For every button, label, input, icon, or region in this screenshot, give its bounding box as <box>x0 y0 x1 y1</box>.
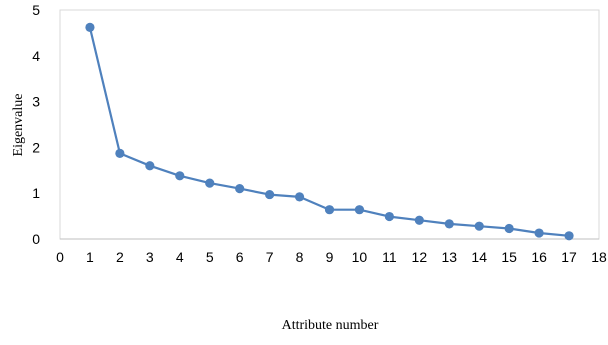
data-point <box>504 223 514 234</box>
y-tick-label: 1 <box>32 185 40 201</box>
plot-area-border <box>59 9 600 240</box>
data-point <box>235 184 245 194</box>
data-point <box>145 161 155 171</box>
series-line <box>88 27 570 237</box>
series-layer <box>85 22 574 241</box>
x-tick-label: 11 <box>382 249 397 265</box>
x-tick-label: 7 <box>266 249 274 265</box>
data-point <box>444 219 454 229</box>
x-tick-label: 8 <box>296 249 304 265</box>
y-tick-label: 3 <box>32 94 40 110</box>
x-tick-label: 16 <box>531 249 547 265</box>
x-tick-label: 13 <box>441 249 457 265</box>
x-tick-label: 2 <box>116 249 124 265</box>
x-axis-title: Attribute number <box>282 318 379 333</box>
data-point <box>384 211 394 222</box>
data-point <box>354 205 365 215</box>
x-tick-label: 1 <box>86 249 94 265</box>
x-tick-label: 0 <box>56 249 64 265</box>
data-point <box>474 221 484 231</box>
data-point <box>564 231 574 241</box>
data-point <box>85 22 95 33</box>
data-point <box>265 189 275 200</box>
data-point <box>205 178 215 188</box>
x-tick-label: 4 <box>176 249 184 265</box>
data-point <box>175 171 185 181</box>
y-tick-label: 5 <box>32 2 40 18</box>
x-tick-label: 15 <box>501 249 517 265</box>
x-tick-label: 9 <box>326 249 334 265</box>
y-tick-label: 0 <box>32 231 40 247</box>
data-point <box>294 192 305 202</box>
x-tick-label: 18 <box>591 249 607 265</box>
x-tick-label: 5 <box>206 249 214 265</box>
x-tick-label: 6 <box>236 249 244 265</box>
data-point <box>324 205 335 215</box>
y-axis-title: Eigenvalue <box>11 94 26 157</box>
x-tick-label: 17 <box>561 249 577 265</box>
x-tick-label: 3 <box>146 249 154 265</box>
y-tick-label: 4 <box>32 48 40 64</box>
x-tick-label: 12 <box>412 249 428 265</box>
x-tick-label: 10 <box>352 249 368 265</box>
data-point <box>115 148 125 158</box>
data-point <box>414 215 424 225</box>
y-tick-label: 2 <box>32 139 40 155</box>
data-point <box>534 228 544 238</box>
x-tick-label: 14 <box>471 249 487 265</box>
